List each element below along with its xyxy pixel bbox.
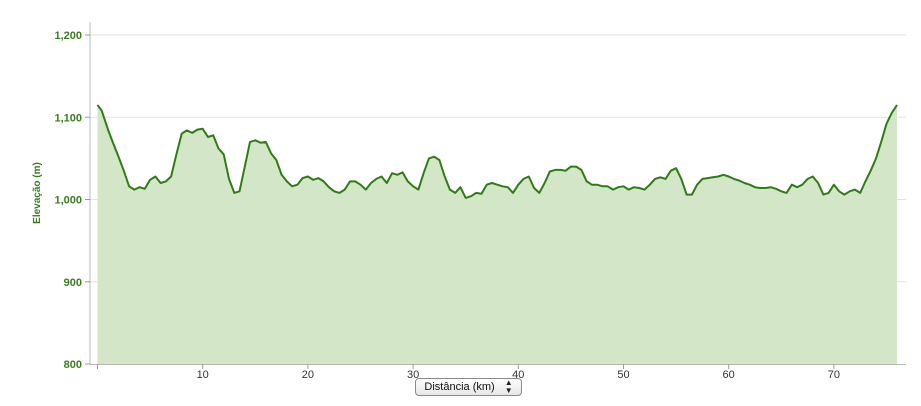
y-tick-label: 800 [64, 359, 82, 371]
x-tick-label: 60 [723, 369, 735, 381]
y-tick-label: 1,100 [54, 112, 82, 124]
select-arrows-icon: ▲ ▼ [504, 378, 513, 395]
y-axis-ticks: 800 900 1,000 1,100 1,200 [54, 30, 90, 371]
y-axis-label: Elevação (m) [32, 162, 43, 224]
x-tick-label: 50 [617, 369, 629, 381]
elevation-line [96, 104, 898, 199]
x-tick-label: 70 [828, 369, 840, 381]
x-tick-label: 10 [197, 369, 209, 381]
y-tick-label: 1,200 [54, 30, 82, 42]
x-axis-select-label: Distância (km) [424, 381, 495, 393]
y-tick-label: 900 [64, 277, 82, 289]
x-axis-unit-select[interactable]: Distância (km) ▲ ▼ [415, 378, 522, 396]
elevation-area-fill [97, 104, 897, 365]
y-tick-label: 1,000 [54, 195, 82, 207]
x-tick-label: 20 [302, 369, 314, 381]
